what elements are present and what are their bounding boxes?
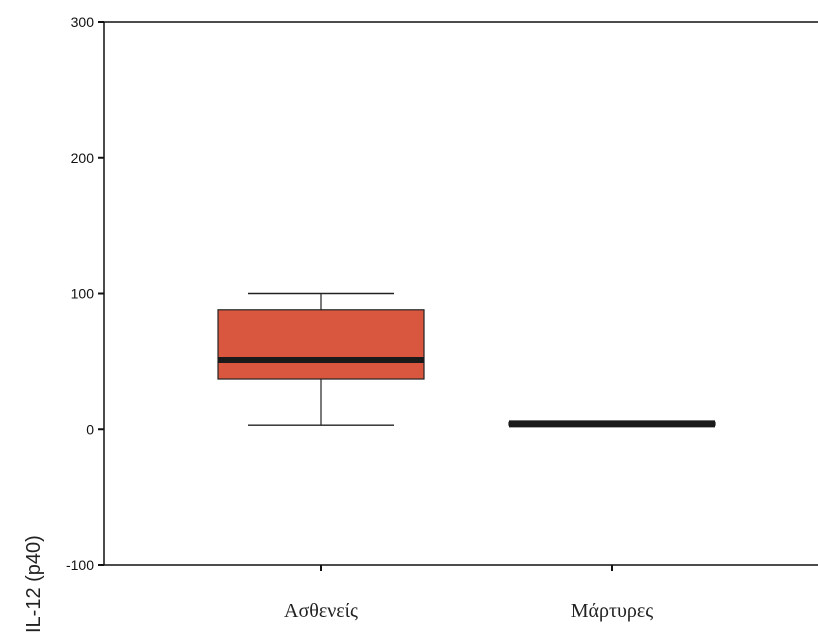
x-category-label: Ασθενείς (284, 600, 358, 622)
box-1 (217, 292, 425, 426)
y-axis-ticks: 300 200 100 0 -100 (66, 14, 104, 573)
y-tick-label: 0 (86, 421, 94, 437)
x-category-label: Μάρτυρες (571, 600, 654, 622)
y-tick-label: -100 (66, 557, 94, 573)
box-series (217, 292, 716, 428)
x-axis-ticks (320, 565, 613, 571)
y-tick-label: 100 (71, 286, 95, 302)
box-body (217, 309, 425, 380)
y-tick-label: 300 (71, 14, 95, 30)
box-2 (508, 420, 716, 428)
x-category-labels: Ασθενείς Μάρτυρες (284, 600, 653, 622)
y-axis-title: IL-12 (p40) (23, 535, 45, 633)
y-tick-label: 200 (71, 150, 95, 166)
plot-frame (103, 21, 818, 566)
